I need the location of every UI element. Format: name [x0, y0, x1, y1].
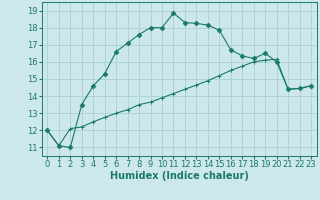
X-axis label: Humidex (Indice chaleur): Humidex (Indice chaleur)	[110, 171, 249, 181]
